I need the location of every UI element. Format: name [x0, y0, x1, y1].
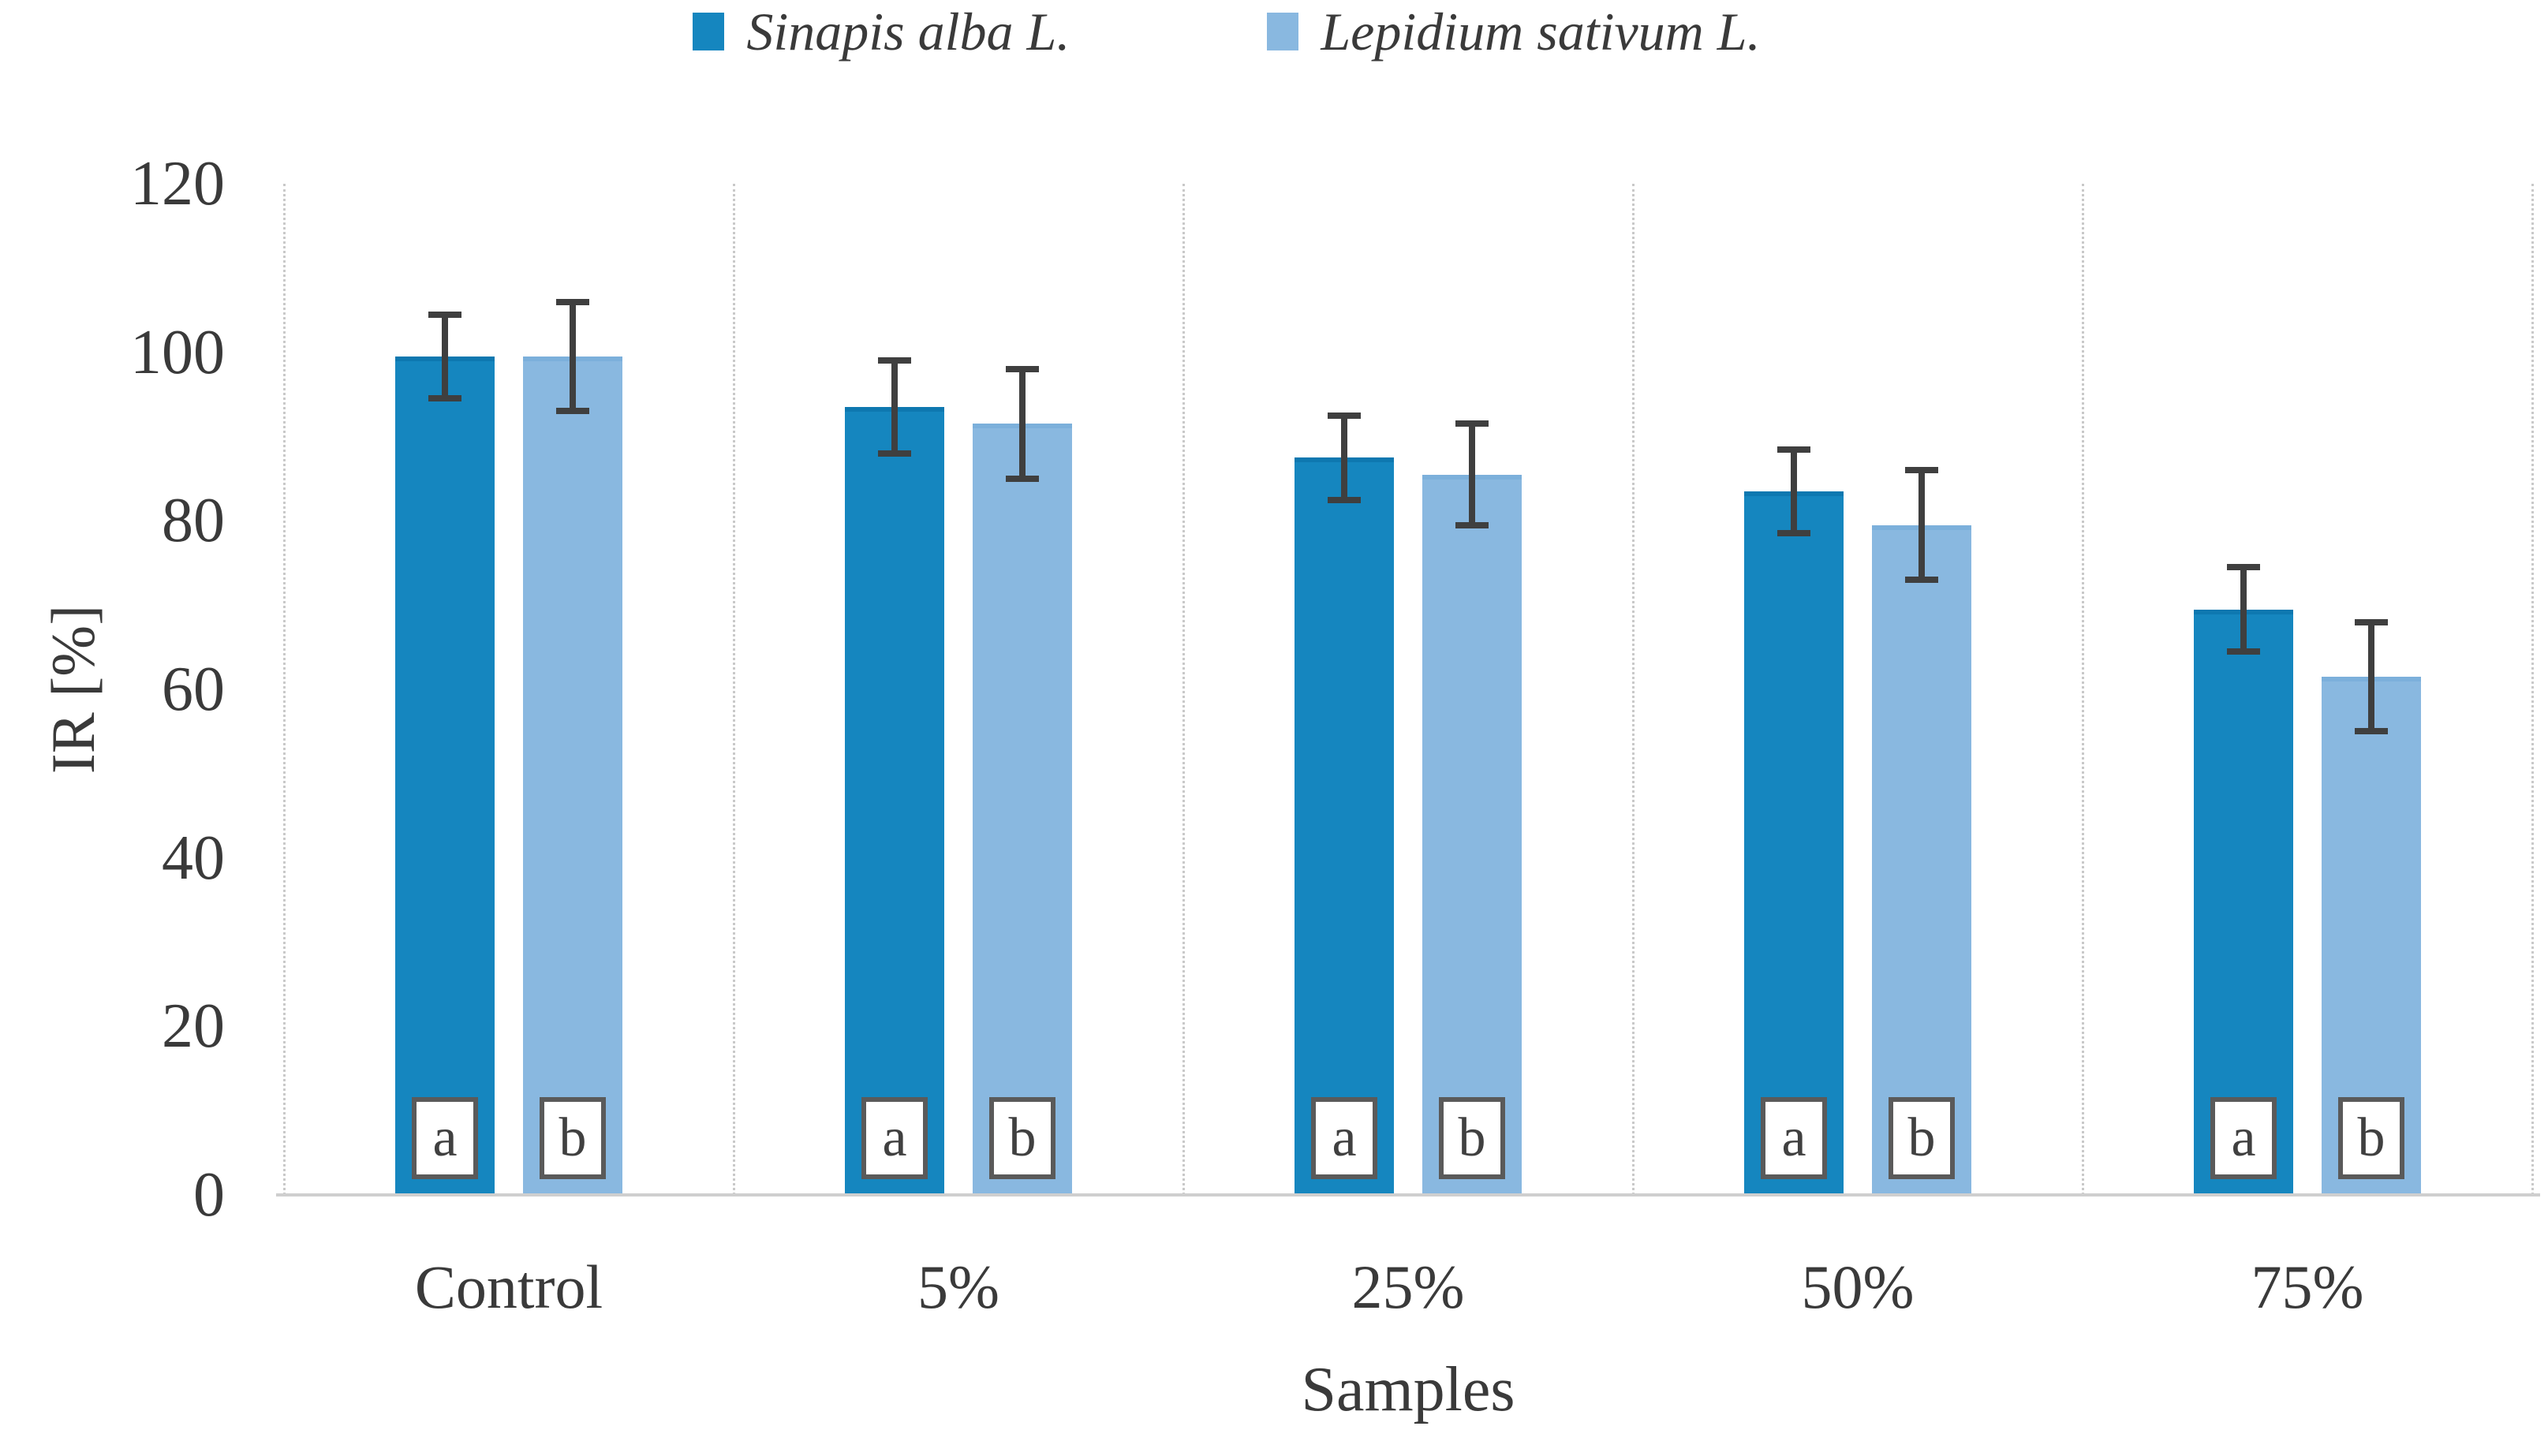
error-bar-cap-bottom — [556, 408, 589, 415]
error-bar-cap-top — [1006, 366, 1039, 373]
bar-control-sinapis — [395, 357, 495, 1195]
bar-5pct-lepidium — [973, 424, 1072, 1195]
legend-item-lepidium: Lepidium sativum L. — [1267, 2, 1761, 62]
x-tick-label: 50% — [1801, 1253, 1915, 1321]
error-bar-cap-bottom — [2227, 648, 2260, 655]
error-bar-line — [1469, 424, 1475, 525]
error-bar-line — [1019, 369, 1026, 479]
error-bar-cap-bottom — [2355, 728, 2388, 735]
error-bar-line — [570, 301, 576, 412]
error-bar-cap-top — [1905, 467, 1938, 474]
error-bar-cap-bottom — [1006, 475, 1039, 482]
error-bar-cap-top — [428, 311, 461, 318]
x-tick-label: 25% — [1351, 1253, 1465, 1321]
legend-label-lepidium: Lepidium sativum L. — [1321, 2, 1761, 62]
significance-letter-box: a — [861, 1097, 928, 1179]
y-tick-label: 40 — [162, 823, 225, 893]
error-bar-cap-top — [1777, 446, 1810, 453]
bar-50pct-lepidium — [1872, 525, 1971, 1195]
error-bar-line — [2368, 622, 2374, 732]
significance-letter-box: b — [2338, 1097, 2404, 1179]
y-tick-label: 60 — [162, 655, 225, 724]
bar-5pct-sinapis — [845, 407, 944, 1195]
legend-swatch-lepidium-icon — [1267, 13, 1299, 50]
x-tick-label: 5% — [917, 1253, 999, 1321]
y-tick-label: 20 — [162, 991, 225, 1062]
error-bar-line — [442, 314, 448, 399]
error-bar-cap-top — [1455, 420, 1489, 427]
category-separator-line — [1182, 184, 1185, 1195]
y-tick-label: 120 — [130, 149, 225, 218]
significance-letter-box: a — [412, 1097, 478, 1179]
bar-50pct-sinapis — [1744, 491, 1844, 1195]
error-bar-cap-top — [556, 298, 589, 305]
significance-letter-box: a — [1311, 1097, 1377, 1179]
chart-legend: Sinapis alba L. Lepidium sativum L. — [0, 5, 2501, 58]
category-separator-line — [732, 184, 735, 1195]
error-bar-cap-bottom — [1328, 496, 1361, 503]
y-axis-line — [282, 184, 286, 1195]
bar-25pct-sinapis — [1295, 457, 1394, 1195]
bar-control-lepidium — [523, 357, 622, 1195]
error-bar-cap-bottom — [878, 450, 911, 457]
category-separator-line — [2531, 184, 2534, 1195]
x-tick-label: 75% — [2251, 1253, 2364, 1321]
x-tick-label: Control — [414, 1253, 603, 1321]
significance-letter-box: b — [989, 1097, 1055, 1179]
plot-area: 0 20 40 60 80 100 120 a b Control a b 5% a b 25% a b 50% a b… — [130, 152, 2540, 1318]
error-bar-cap-bottom — [1777, 530, 1810, 537]
legend-item-sinapis: Sinapis alba L. — [693, 5, 1070, 58]
significance-letter-box: b — [540, 1097, 606, 1179]
significance-letter-box: b — [1889, 1097, 1955, 1179]
legend-label-sinapis: Sinapis alba L. — [746, 2, 1070, 62]
bar-25pct-lepidium — [1422, 474, 1522, 1195]
x-axis-line — [276, 1193, 2540, 1197]
significance-letter-box: a — [2210, 1097, 2277, 1179]
error-bar-line — [1918, 470, 1925, 581]
error-bar-line — [2240, 567, 2247, 651]
category-separator-line — [2081, 184, 2084, 1195]
significance-letter-box: a — [1761, 1097, 1827, 1179]
error-bar-cap-top — [2227, 564, 2260, 571]
x-axis-title: Samples — [1301, 1355, 1515, 1424]
error-bar-cap-bottom — [1905, 577, 1938, 584]
y-tick-label: 0 — [193, 1160, 225, 1230]
error-bar-cap-bottom — [1455, 521, 1489, 528]
y-tick-label: 100 — [130, 317, 225, 387]
error-bar-cap-bottom — [428, 395, 461, 402]
significance-letter-box: b — [1439, 1097, 1505, 1179]
y-tick-label: 80 — [162, 486, 225, 556]
error-bar-cap-top — [2355, 618, 2388, 625]
error-bar-line — [1341, 415, 1347, 500]
error-bar-cap-top — [878, 357, 911, 364]
legend-swatch-sinapis-icon — [693, 13, 725, 50]
category-separator-line — [1631, 184, 1635, 1195]
error-bar-line — [1791, 449, 1797, 534]
error-bar-cap-top — [1328, 412, 1361, 419]
error-bar-line — [891, 360, 898, 454]
